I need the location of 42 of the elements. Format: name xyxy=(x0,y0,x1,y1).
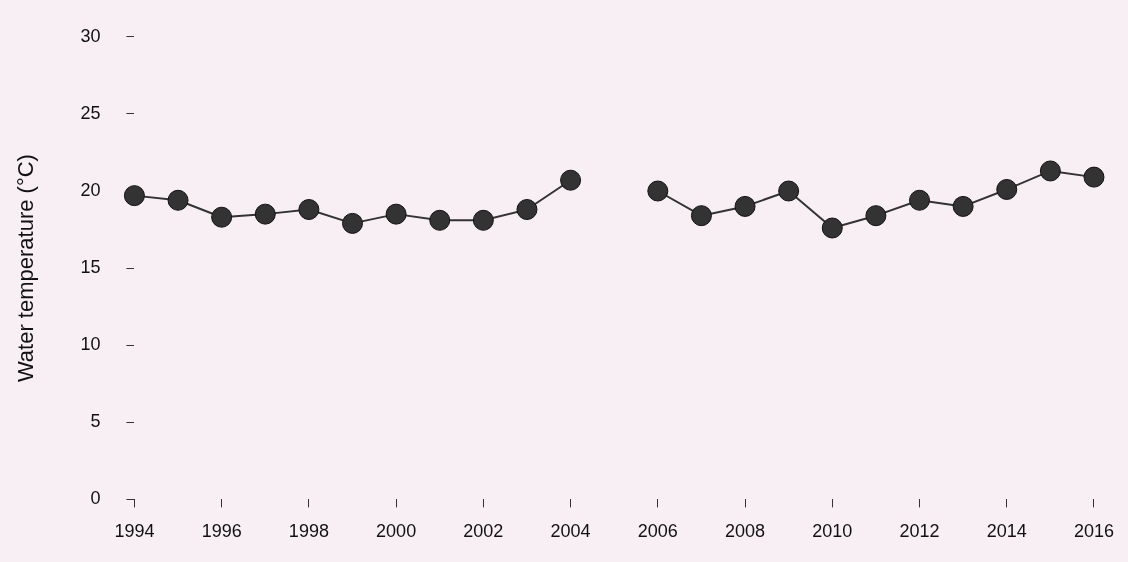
x-tick-label: 2016 xyxy=(1073,521,1114,542)
point xyxy=(909,189,931,211)
point xyxy=(560,169,582,191)
point xyxy=(342,212,363,234)
point xyxy=(821,217,843,239)
point xyxy=(778,180,800,202)
x-tick-label: 2010 xyxy=(812,521,853,542)
x-tick-label: 2008 xyxy=(725,521,766,542)
x-tick-label: 2000 xyxy=(376,521,417,542)
point xyxy=(472,209,494,231)
y-tick-label: 0 xyxy=(90,488,101,509)
x-tick-label: 2002 xyxy=(463,521,504,542)
y-tick-label: 10 xyxy=(80,334,101,355)
point xyxy=(734,195,756,217)
x-tick-label: 1998 xyxy=(288,521,329,542)
point xyxy=(516,199,538,220)
x-tick-label: 2012 xyxy=(899,521,940,542)
point xyxy=(1039,160,1061,182)
point xyxy=(1083,166,1105,188)
point xyxy=(429,209,451,231)
point xyxy=(647,180,669,202)
point xyxy=(167,189,189,211)
x-tick-label: 2004 xyxy=(550,521,591,542)
point xyxy=(211,206,233,228)
point xyxy=(298,199,320,220)
point xyxy=(690,205,712,227)
point xyxy=(254,203,276,225)
y-tick-label: 15 xyxy=(80,257,101,278)
point xyxy=(385,203,407,225)
y-tick-label: 5 xyxy=(90,411,101,432)
point xyxy=(952,195,974,217)
x-tick-label: 2014 xyxy=(986,521,1027,542)
y-axis-title: Water temperature (°C) xyxy=(13,154,39,383)
point xyxy=(865,205,887,227)
y-tick-label: 25 xyxy=(80,102,101,123)
point xyxy=(996,178,1018,200)
y-tick-label: 30 xyxy=(80,25,101,46)
point xyxy=(123,185,145,207)
x-tick-label: 1996 xyxy=(201,521,242,542)
x-tick-label: 1994 xyxy=(114,521,155,542)
y-tick-label: 20 xyxy=(80,179,101,200)
x-tick-label: 2006 xyxy=(637,521,678,542)
